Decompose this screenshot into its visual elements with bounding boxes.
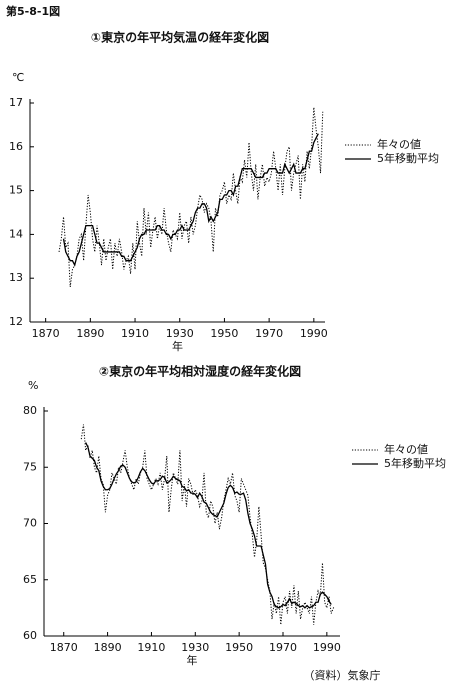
y-tick-label: 70 bbox=[23, 517, 37, 530]
x-tick-label: 1970 bbox=[255, 327, 283, 340]
x-tick-label: 1930 bbox=[181, 641, 209, 654]
y-tick-label: 14 bbox=[9, 227, 23, 240]
source-note: （資料）気象庁 bbox=[304, 668, 381, 682]
y-tick-label: 60 bbox=[23, 629, 37, 642]
x-tick-label: 1990 bbox=[313, 641, 341, 654]
y-tick-label: 13 bbox=[9, 271, 23, 284]
y-tick-label: 15 bbox=[9, 184, 23, 197]
chart-title: ②東京の年平均相対湿度の経年変化図 bbox=[99, 364, 301, 379]
y-tick-label: 65 bbox=[23, 573, 37, 586]
series-line bbox=[58, 107, 324, 288]
y-tick-label: 75 bbox=[23, 460, 37, 473]
series-line bbox=[62, 133, 319, 267]
legend-label: 年々の値 bbox=[384, 442, 428, 456]
x-tick-label: 1890 bbox=[76, 327, 104, 340]
x-tick-label: 1950 bbox=[225, 641, 253, 654]
x-tick-label: 1970 bbox=[269, 641, 297, 654]
x-tick-label: 1910 bbox=[137, 641, 165, 654]
y-tick-label: 17 bbox=[9, 96, 23, 109]
y-tick-label: 80 bbox=[23, 404, 37, 417]
x-tick-label: 1870 bbox=[50, 641, 78, 654]
y-tick-label: 12 bbox=[9, 315, 23, 328]
y-unit: ℃ bbox=[12, 71, 24, 84]
x-tick-label: 1910 bbox=[121, 327, 149, 340]
figure-label: 第5-8-1図 bbox=[6, 4, 60, 18]
legend-label: 5年移動平均 bbox=[377, 151, 439, 165]
legend-label: 5年移動平均 bbox=[384, 456, 446, 470]
y-tick-label: 16 bbox=[9, 140, 23, 153]
x-tick-label: 1990 bbox=[300, 327, 328, 340]
y-unit: % bbox=[28, 379, 38, 392]
series-line bbox=[80, 424, 336, 625]
x-tick-label: 1870 bbox=[32, 327, 60, 340]
chart-title: ①東京の年平均気温の経年変化図 bbox=[91, 30, 269, 45]
x-tick-label: 1930 bbox=[166, 327, 194, 340]
x-axis-label: 年 bbox=[187, 653, 198, 667]
x-axis-label: 年 bbox=[172, 339, 183, 353]
legend-label: 年々の値 bbox=[377, 137, 421, 151]
series-line bbox=[85, 442, 332, 609]
x-tick-label: 1950 bbox=[210, 327, 238, 340]
x-tick-label: 1890 bbox=[94, 641, 122, 654]
